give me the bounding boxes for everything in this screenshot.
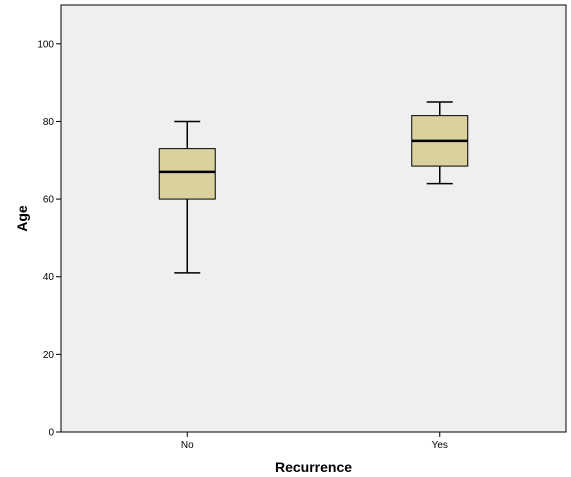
x-axis: No Yes bbox=[181, 432, 448, 451]
y-tick-label: 60 bbox=[43, 195, 55, 206]
x-axis-title: Recurrence bbox=[275, 459, 352, 475]
y-tick-label: 100 bbox=[37, 39, 54, 50]
box-yes bbox=[411, 101, 469, 185]
y-tick-label: 0 bbox=[48, 428, 54, 439]
y-tick-label: 40 bbox=[43, 272, 55, 283]
plot-area bbox=[60, 4, 567, 433]
box-no bbox=[158, 120, 216, 274]
y-axis: 0 20 40 60 80 100 bbox=[37, 39, 61, 439]
x-tick-label: No bbox=[181, 440, 194, 451]
boxes-group bbox=[158, 101, 469, 274]
iqr-box bbox=[158, 148, 216, 200]
y-tick-label: 20 bbox=[43, 350, 55, 361]
x-tick-label: Yes bbox=[432, 440, 448, 451]
y-axis-title: Age bbox=[14, 205, 30, 232]
y-tick-label: 80 bbox=[43, 117, 55, 128]
